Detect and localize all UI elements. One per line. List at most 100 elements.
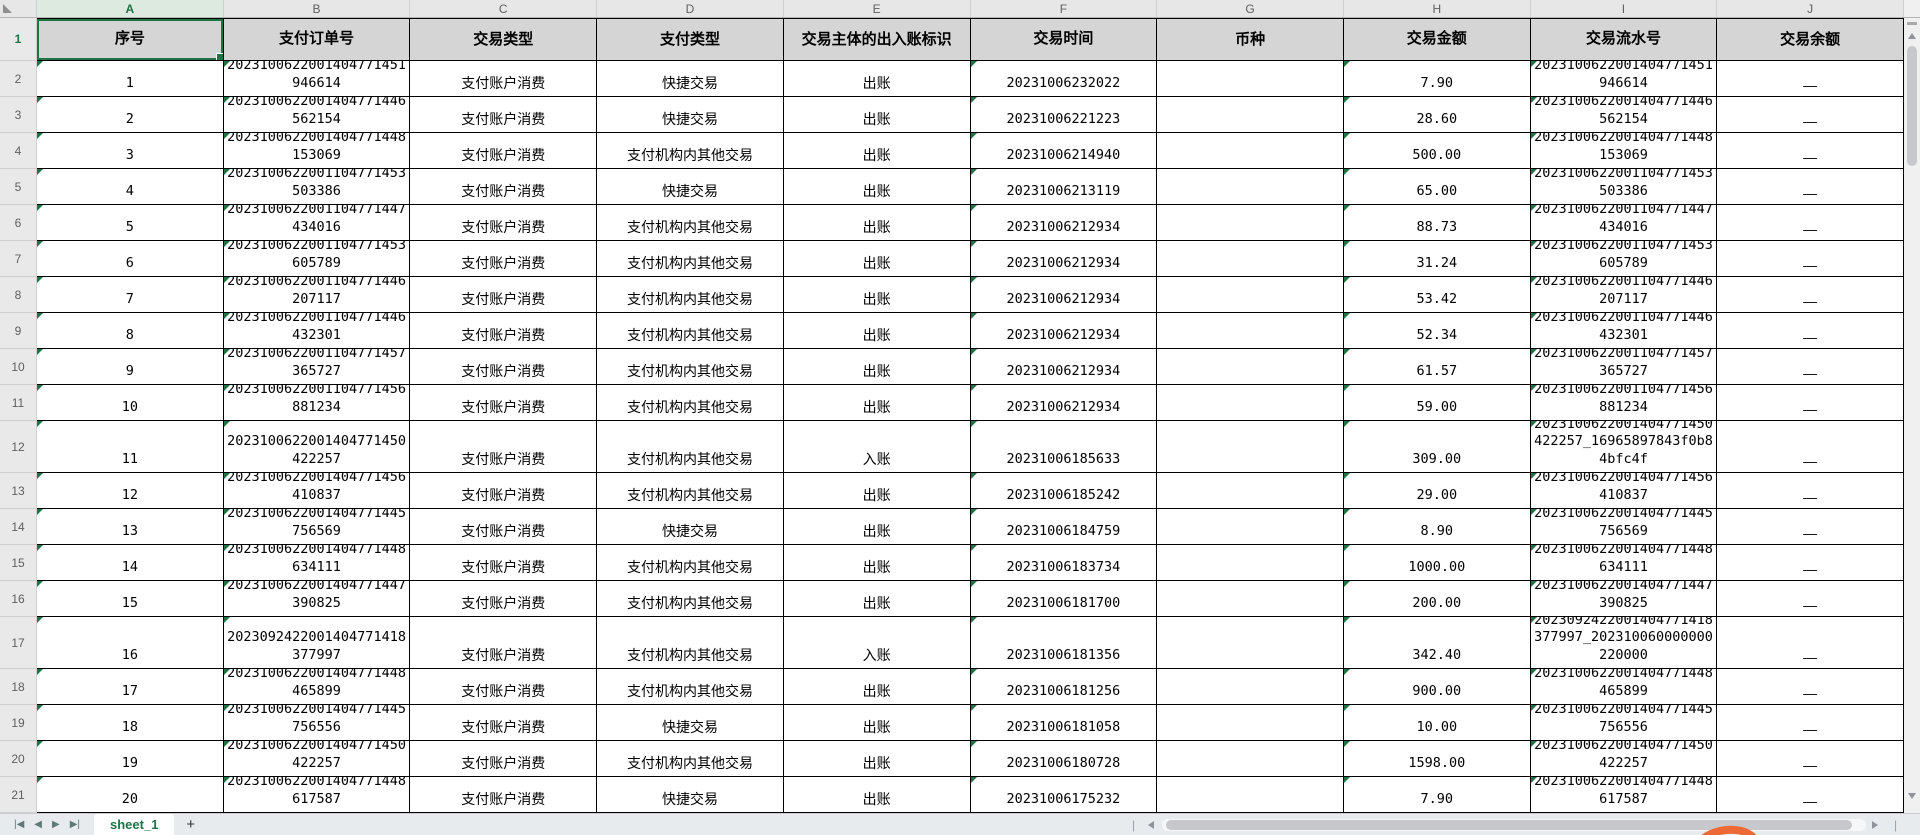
cell-J1[interactable]: 交易余额 bbox=[1717, 18, 1905, 61]
cell-D15[interactable]: 支付机构内其他交易 bbox=[597, 545, 784, 581]
scroll-up-icon[interactable] bbox=[1908, 33, 1916, 39]
cell-H4[interactable]: 500.00 bbox=[1343, 133, 1531, 169]
cell-G18[interactable] bbox=[1157, 669, 1344, 705]
scroll-down-icon[interactable] bbox=[1908, 793, 1916, 799]
cell-E10[interactable]: 出账 bbox=[783, 349, 971, 385]
cell-F6[interactable]: 20231006212934 bbox=[970, 205, 1158, 241]
cell-D1[interactable]: 支付类型 bbox=[597, 18, 784, 61]
cell-J16[interactable]: — bbox=[1717, 581, 1905, 617]
cell-G14[interactable] bbox=[1157, 509, 1344, 545]
cell-G17[interactable] bbox=[1157, 617, 1344, 669]
column-header-G[interactable]: G bbox=[1157, 0, 1344, 17]
cell-C6[interactable]: 支付账户消费 bbox=[410, 205, 598, 241]
cell-F21[interactable]: 20231006175232 bbox=[970, 777, 1158, 813]
cell-E14[interactable]: 出账 bbox=[783, 509, 971, 545]
cell-C1[interactable]: 交易类型 bbox=[410, 18, 598, 61]
cell-F17[interactable]: 20231006181356 bbox=[970, 617, 1158, 669]
cell-F15[interactable]: 20231006183734 bbox=[970, 545, 1158, 581]
cell-J2[interactable]: — bbox=[1717, 61, 1905, 97]
cell-H6[interactable]: 88.73 bbox=[1343, 205, 1531, 241]
cell-D11[interactable]: 支付机构内其他交易 bbox=[597, 385, 784, 421]
cell-H20[interactable]: 1598.00 bbox=[1343, 741, 1531, 777]
cell-E4[interactable]: 出账 bbox=[783, 133, 971, 169]
cell-F8[interactable]: 20231006212934 bbox=[970, 277, 1158, 313]
cell-G2[interactable] bbox=[1157, 61, 1344, 97]
row-header-4[interactable]: 4 bbox=[0, 133, 37, 169]
cell-H1[interactable]: 交易金额 bbox=[1343, 18, 1531, 61]
cell-I12[interactable]: 2023100622001404771450 422257_1696589784… bbox=[1530, 421, 1718, 473]
cell-B5[interactable]: 2023100622001104771453 503386 bbox=[223, 169, 411, 205]
cell-A18[interactable]: 17 bbox=[37, 669, 224, 705]
scroll-right-icon[interactable] bbox=[1872, 821, 1878, 829]
column-header-D[interactable]: D bbox=[597, 0, 784, 17]
tab-scroll-split[interactable]: | bbox=[1132, 817, 1136, 832]
cell-C9[interactable]: 支付账户消费 bbox=[410, 313, 598, 349]
add-sheet-button[interactable]: + bbox=[186, 816, 196, 833]
cell-E18[interactable]: 出账 bbox=[783, 669, 971, 705]
cell-J11[interactable]: — bbox=[1717, 385, 1905, 421]
cell-A5[interactable]: 4 bbox=[37, 169, 224, 205]
cell-E8[interactable]: 出账 bbox=[783, 277, 971, 313]
cell-I19[interactable]: 2023100622001404771445 756556 bbox=[1530, 705, 1718, 741]
column-header-H[interactable]: H bbox=[1344, 0, 1531, 17]
cell-B15[interactable]: 2023100622001404771448 634111 bbox=[223, 545, 411, 581]
cell-E7[interactable]: 出账 bbox=[783, 241, 971, 277]
cell-F4[interactable]: 20231006214940 bbox=[970, 133, 1158, 169]
row-header-6[interactable]: 6 bbox=[0, 205, 37, 241]
cell-J6[interactable]: — bbox=[1717, 205, 1905, 241]
cell-E17[interactable]: 入账 bbox=[783, 617, 971, 669]
cell-I5[interactable]: 2023100622001104771453 503386 bbox=[1530, 169, 1718, 205]
cell-C8[interactable]: 支付账户消费 bbox=[410, 277, 598, 313]
row-header-18[interactable]: 18 bbox=[0, 669, 37, 705]
cell-G7[interactable] bbox=[1157, 241, 1344, 277]
cell-A19[interactable]: 18 bbox=[37, 705, 224, 741]
row-header-19[interactable]: 19 bbox=[0, 705, 37, 741]
cell-G16[interactable] bbox=[1157, 581, 1344, 617]
row-header-20[interactable]: 20 bbox=[0, 741, 37, 777]
cell-D3[interactable]: 快捷交易 bbox=[597, 97, 784, 133]
row-header-12[interactable]: 12 bbox=[0, 421, 37, 473]
cell-C14[interactable]: 支付账户消费 bbox=[410, 509, 598, 545]
cell-I10[interactable]: 2023100622001104771457 365727 bbox=[1530, 349, 1718, 385]
cell-G3[interactable] bbox=[1157, 97, 1344, 133]
cell-H7[interactable]: 31.24 bbox=[1343, 241, 1531, 277]
cell-G10[interactable] bbox=[1157, 349, 1344, 385]
cell-G21[interactable] bbox=[1157, 777, 1344, 813]
cell-J19[interactable]: — bbox=[1717, 705, 1905, 741]
cell-I11[interactable]: 2023100622001104771456 881234 bbox=[1530, 385, 1718, 421]
cell-A6[interactable]: 5 bbox=[37, 205, 224, 241]
cell-J10[interactable]: — bbox=[1717, 349, 1905, 385]
cell-A11[interactable]: 10 bbox=[37, 385, 224, 421]
cell-B2[interactable]: 2023100622001404771451 946614 bbox=[223, 61, 411, 97]
cell-E13[interactable]: 出账 bbox=[783, 473, 971, 509]
row-header-10[interactable]: 10 bbox=[0, 349, 37, 385]
cell-H19[interactable]: 10.00 bbox=[1343, 705, 1531, 741]
row-header-3[interactable]: 3 bbox=[0, 97, 37, 133]
cell-H14[interactable]: 8.90 bbox=[1343, 509, 1531, 545]
cell-D21[interactable]: 快捷交易 bbox=[597, 777, 784, 813]
cell-G6[interactable] bbox=[1157, 205, 1344, 241]
cell-H15[interactable]: 1000.00 bbox=[1343, 545, 1531, 581]
cell-C4[interactable]: 支付账户消费 bbox=[410, 133, 598, 169]
cell-G20[interactable] bbox=[1157, 741, 1344, 777]
row-header-11[interactable]: 11 bbox=[0, 385, 37, 421]
cell-F16[interactable]: 20231006181700 bbox=[970, 581, 1158, 617]
cell-B8[interactable]: 2023100622001104771446 207117 bbox=[223, 277, 411, 313]
cell-C3[interactable]: 支付账户消费 bbox=[410, 97, 598, 133]
row-header-21[interactable]: 21 bbox=[0, 777, 37, 813]
next-sheet-button[interactable]: ▶ bbox=[52, 819, 60, 830]
cell-C13[interactable]: 支付账户消费 bbox=[410, 473, 598, 509]
cell-C7[interactable]: 支付账户消费 bbox=[410, 241, 598, 277]
cell-A14[interactable]: 13 bbox=[37, 509, 224, 545]
cell-H8[interactable]: 53.42 bbox=[1343, 277, 1531, 313]
cell-A4[interactable]: 3 bbox=[37, 133, 224, 169]
cell-F10[interactable]: 20231006212934 bbox=[970, 349, 1158, 385]
cell-F19[interactable]: 20231006181058 bbox=[970, 705, 1158, 741]
prev-sheet-button[interactable]: ◀ bbox=[34, 819, 42, 830]
vertical-scroll-thumb[interactable] bbox=[1907, 46, 1917, 166]
cell-D10[interactable]: 支付机构内其他交易 bbox=[597, 349, 784, 385]
row-header-5[interactable]: 5 bbox=[0, 169, 37, 205]
cell-J3[interactable]: — bbox=[1717, 97, 1905, 133]
scrollbar-edge-split[interactable]: | bbox=[1894, 817, 1898, 832]
cell-F5[interactable]: 20231006213119 bbox=[970, 169, 1158, 205]
